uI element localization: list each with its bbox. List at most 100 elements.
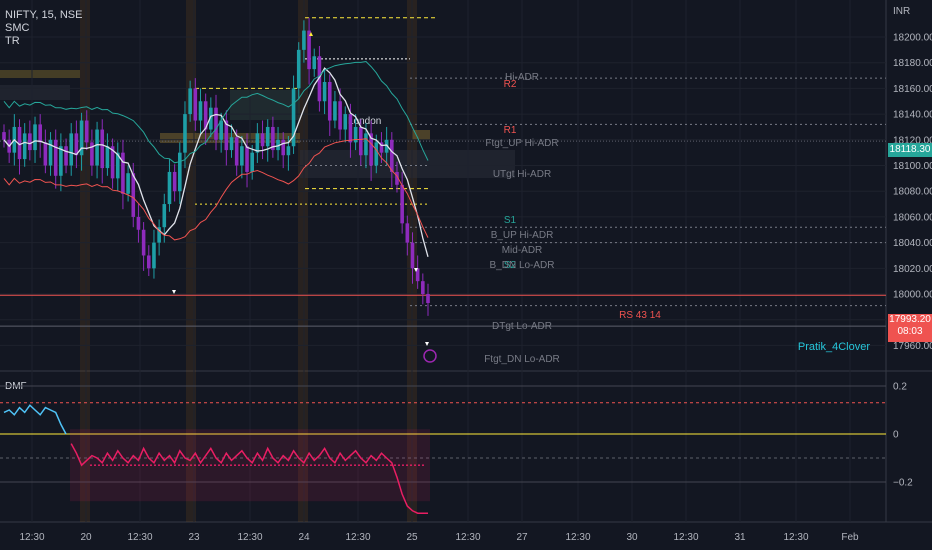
candle-body bbox=[379, 142, 384, 153]
candle-body bbox=[110, 146, 115, 179]
y-tick-label: 18020.00 bbox=[893, 264, 932, 275]
candle-body bbox=[183, 114, 187, 153]
y-tick-label: 18080.00 bbox=[893, 187, 932, 198]
candle-body bbox=[395, 171, 399, 185]
candle-body bbox=[276, 139, 280, 151]
candle-body bbox=[64, 146, 68, 166]
signature-label: Pratik_4Clover bbox=[797, 341, 870, 353]
x-tick-label: 24 bbox=[298, 532, 310, 543]
candle-body bbox=[240, 146, 244, 166]
candle-body bbox=[369, 133, 373, 166]
candle-body bbox=[214, 107, 218, 140]
lower-band-line bbox=[3, 138, 429, 241]
dmf-y-tick-label: 0.2 bbox=[893, 382, 907, 393]
candle-body bbox=[105, 146, 110, 169]
x-tick-label: 12:30 bbox=[19, 532, 44, 543]
level-label: UTgt Hi-ADR bbox=[493, 169, 551, 180]
candle-body bbox=[415, 268, 420, 282]
candle-body bbox=[33, 124, 37, 151]
candle-body bbox=[28, 133, 32, 151]
candle-body bbox=[333, 101, 337, 121]
candle-body bbox=[426, 294, 430, 304]
candle-body bbox=[53, 139, 58, 176]
candle-body bbox=[17, 126, 22, 160]
y-tick-label: 18160.00 bbox=[893, 84, 932, 95]
level-label: B_DN Lo-ADR bbox=[489, 260, 554, 271]
y-tick-label: 18180.00 bbox=[893, 58, 932, 69]
x-tick-label: 25 bbox=[406, 532, 418, 543]
dmf-y-tick-label: −0.2 bbox=[893, 478, 913, 489]
candle-body bbox=[209, 107, 213, 130]
candle-body bbox=[224, 120, 229, 151]
candle-body bbox=[364, 133, 368, 156]
level-label: DTgt Lo-ADR bbox=[492, 321, 552, 332]
current-price-tag: 18118.30 bbox=[888, 143, 932, 157]
up-marker bbox=[309, 32, 313, 36]
level-label: Mid-ADR bbox=[502, 245, 543, 256]
x-tick-label: 27 bbox=[516, 532, 528, 543]
down-marker bbox=[172, 290, 176, 294]
candle-body bbox=[198, 101, 203, 121]
zone-box-4 bbox=[300, 150, 515, 178]
symbol-title[interactable]: NIFTY, 15, NSE bbox=[5, 9, 83, 21]
last-price-value: 17993.20 bbox=[889, 314, 931, 325]
candle-body bbox=[141, 229, 146, 256]
candle-body bbox=[115, 152, 120, 179]
level-label: RS 43 14 bbox=[619, 310, 661, 321]
candle-body bbox=[374, 142, 379, 166]
candle-body bbox=[146, 255, 151, 269]
indicator-tr[interactable]: TR bbox=[5, 35, 20, 47]
down-marker bbox=[414, 268, 418, 272]
candle-body bbox=[79, 120, 84, 156]
session-label: London bbox=[348, 116, 381, 127]
session-band-1 bbox=[186, 0, 196, 522]
last-price-tag: 17993.20 08:03 bbox=[888, 314, 932, 342]
y-tick-label: 18060.00 bbox=[893, 212, 932, 223]
zone-box-3 bbox=[230, 90, 300, 120]
candle-body bbox=[22, 133, 27, 160]
level-label: S2 bbox=[504, 260, 517, 271]
candle-body bbox=[312, 56, 317, 70]
x-tick-label: 30 bbox=[626, 532, 638, 543]
candle-body bbox=[271, 126, 275, 151]
level-label: Hi-ADR bbox=[505, 72, 539, 83]
candle-body bbox=[322, 81, 327, 102]
candle-body bbox=[358, 126, 363, 156]
dmf-positive-line bbox=[3, 404, 67, 435]
x-tick-label: 12:30 bbox=[455, 532, 480, 543]
candle-body bbox=[390, 139, 394, 172]
candle-body bbox=[260, 133, 265, 147]
candle-body bbox=[405, 223, 410, 243]
x-tick-label: 12:30 bbox=[565, 532, 590, 543]
indicator-smc[interactable]: SMC bbox=[5, 22, 30, 34]
level-label: B_UP Hi-ADR bbox=[491, 230, 554, 241]
candle-body bbox=[265, 126, 270, 147]
zone-box-1 bbox=[0, 85, 70, 100]
y-tick-label: 18040.00 bbox=[893, 238, 932, 249]
level-label: R2 bbox=[504, 79, 517, 90]
x-tick-label: 23 bbox=[188, 532, 200, 543]
candle-body bbox=[348, 114, 353, 143]
candle-body bbox=[167, 171, 172, 205]
candle-body bbox=[286, 146, 291, 156]
candle-body bbox=[317, 56, 322, 102]
alert-circle bbox=[423, 349, 437, 363]
candle-body bbox=[353, 126, 358, 143]
y-tick-label: 18120.00 bbox=[893, 135, 932, 146]
candle-body bbox=[234, 137, 239, 166]
candle-body bbox=[69, 133, 74, 166]
candle-body bbox=[255, 133, 260, 153]
candle-body bbox=[95, 129, 99, 166]
x-tick-label: 12:30 bbox=[783, 532, 808, 543]
candle-body bbox=[229, 137, 234, 151]
candle-body bbox=[121, 152, 125, 194]
x-tick-label: 12:30 bbox=[345, 532, 370, 543]
candle-body bbox=[281, 139, 286, 156]
y-tick-label: 18140.00 bbox=[893, 110, 932, 121]
candle-body bbox=[74, 133, 79, 156]
down-marker bbox=[425, 342, 429, 346]
candle-body bbox=[421, 281, 425, 295]
candle-body bbox=[178, 152, 182, 192]
x-tick-label: 31 bbox=[734, 532, 746, 543]
